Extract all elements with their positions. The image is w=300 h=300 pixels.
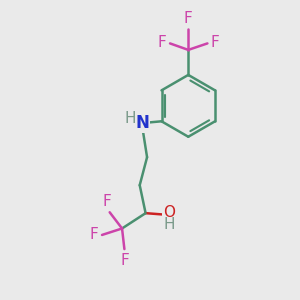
Text: F: F	[184, 11, 193, 26]
Text: O: O	[163, 205, 175, 220]
Text: F: F	[102, 194, 111, 209]
Text: N: N	[136, 114, 150, 132]
Text: F: F	[211, 35, 220, 50]
Text: H: H	[124, 111, 136, 126]
Text: F: F	[89, 227, 98, 242]
Text: F: F	[121, 253, 129, 268]
Text: F: F	[158, 35, 167, 50]
Text: H: H	[164, 218, 175, 232]
